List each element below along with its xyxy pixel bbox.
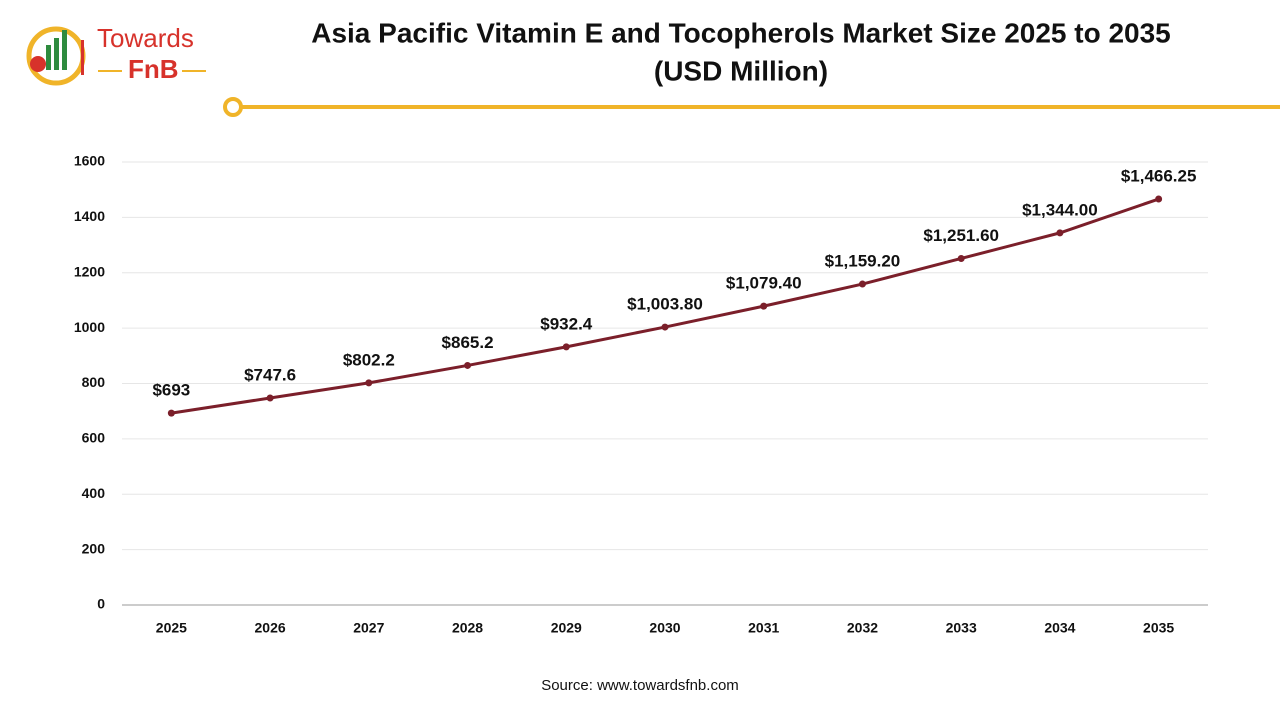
value-label: $932.4 xyxy=(540,314,593,333)
logo-fruit xyxy=(30,56,46,72)
x-tick-label: 2031 xyxy=(748,620,779,636)
y-tick-label: 200 xyxy=(82,540,106,556)
x-tick-label: 2027 xyxy=(353,620,384,636)
point xyxy=(562,343,570,351)
x-tick-label: 2025 xyxy=(156,620,187,636)
y-tick-label: 1000 xyxy=(74,319,105,335)
logo-bar xyxy=(46,45,51,70)
point xyxy=(167,409,175,417)
value-label: $865.2 xyxy=(442,333,494,352)
logo-fork xyxy=(81,40,84,75)
chart-subtitle: (USD Million) xyxy=(654,55,828,86)
x-tick-label: 2034 xyxy=(1044,620,1075,636)
logo-bar xyxy=(54,38,59,70)
x-tick-label: 2028 xyxy=(452,620,483,636)
value-label: $1,344.00 xyxy=(1022,200,1098,219)
logo-text: Towards xyxy=(97,23,194,53)
y-tick-label: 600 xyxy=(82,430,106,446)
y-tick-label: 1600 xyxy=(74,153,105,169)
header-dot xyxy=(223,97,243,117)
x-tick-label: 2033 xyxy=(946,620,977,636)
point xyxy=(266,394,274,402)
point xyxy=(365,379,373,387)
value-label: $1,159.20 xyxy=(825,252,901,271)
y-tick-label: 1400 xyxy=(74,208,105,224)
value-label: $1,466.25 xyxy=(1121,167,1197,186)
chart-title: Asia Pacific Vitamin E and Tocopherols M… xyxy=(311,17,1171,48)
x-tick-label: 2029 xyxy=(551,620,582,636)
x-tick-label: 2032 xyxy=(847,620,878,636)
y-tick-label: 800 xyxy=(82,374,106,390)
point xyxy=(858,280,866,288)
point xyxy=(760,302,768,310)
x-tick-label: 2030 xyxy=(649,620,680,636)
logo-bar xyxy=(62,30,67,70)
value-label: $1,251.60 xyxy=(923,226,999,245)
value-label: $1,079.40 xyxy=(726,274,802,293)
value-label: $802.2 xyxy=(343,350,395,369)
y-tick-label: 400 xyxy=(82,485,106,501)
source: Source: www.towardsfnb.com xyxy=(541,677,739,694)
value-label: $693 xyxy=(152,381,190,400)
logo-text: FnB xyxy=(128,54,179,84)
y-tick-label: 1200 xyxy=(74,263,105,279)
x-tick-label: 2026 xyxy=(255,620,286,636)
point xyxy=(957,254,965,262)
point xyxy=(1155,195,1163,203)
point xyxy=(1056,229,1064,237)
point xyxy=(661,323,669,331)
x-tick-label: 2035 xyxy=(1143,620,1174,636)
point xyxy=(464,361,472,369)
y-tick-label: 0 xyxy=(97,596,105,612)
value-label: $747.6 xyxy=(244,365,296,384)
logo: Towards FnB xyxy=(26,23,206,86)
value-label: $1,003.80 xyxy=(627,295,703,314)
